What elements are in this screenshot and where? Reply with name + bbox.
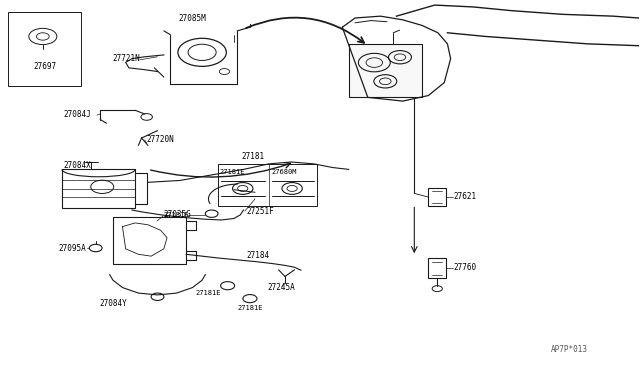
Bar: [8, 13, 81, 86]
Text: 27035G: 27035G: [164, 210, 191, 219]
Text: 27697: 27697: [33, 61, 56, 71]
Text: 27084X: 27084X: [64, 161, 92, 170]
Text: 27720N: 27720N: [147, 135, 175, 144]
Text: 27181E: 27181E: [164, 212, 189, 218]
Text: 27760: 27760: [454, 263, 477, 272]
Text: 27181E: 27181E: [196, 290, 221, 296]
Text: 27181: 27181: [241, 152, 264, 161]
Text: 27084Y: 27084Y: [99, 299, 127, 308]
Bar: [62, 169, 135, 208]
Text: 27181E: 27181E: [237, 305, 262, 311]
Text: 27184: 27184: [246, 251, 270, 260]
Bar: [428, 188, 446, 206]
Text: 27181E: 27181E: [220, 169, 246, 175]
Text: 27721N: 27721N: [113, 54, 141, 63]
Bar: [113, 217, 186, 263]
Text: 27251F: 27251F: [246, 206, 275, 216]
Bar: [428, 258, 446, 278]
Bar: [349, 44, 422, 97]
Text: AP7P*013: AP7P*013: [550, 345, 588, 354]
Text: 27621: 27621: [454, 192, 477, 201]
Text: 27085M: 27085M: [179, 13, 207, 22]
Text: 27095A: 27095A: [59, 244, 86, 253]
Text: 27084J: 27084J: [64, 109, 92, 119]
Bar: [218, 164, 317, 206]
Text: 27680M: 27680M: [271, 169, 297, 175]
Text: 27245A: 27245A: [268, 283, 296, 292]
